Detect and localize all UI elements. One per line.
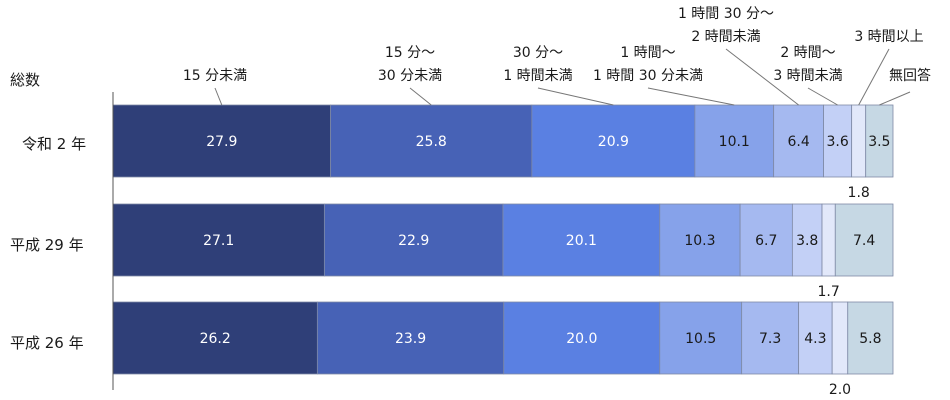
legend-label-s3-l0: 1 時間～: [620, 45, 675, 61]
value-label-r2-s0: 26.2: [200, 331, 231, 347]
value-label-r2-s6: 2.0: [829, 382, 851, 398]
value-label-r1-s5: 3.8: [796, 233, 818, 249]
legend-label-s2-l0: 30 分～: [513, 45, 563, 61]
legend-label-s4-l0: 1 時間 30 分～: [678, 6, 774, 22]
value-label-r1-s0: 27.1: [203, 233, 234, 249]
legend-leader-line-s3: [647, 87, 735, 106]
value-label-r1-s4: 6.7: [755, 233, 777, 249]
category-label-r0-l0: 総数: [10, 71, 40, 89]
value-label-r2-s7: 5.8: [859, 331, 881, 347]
value-label-r2-s4: 7.3: [759, 331, 781, 347]
bar-segment-r1-s1: [323, 203, 504, 277]
legend-layer: 15 分未満 15 分～ 30 分未満 30 分～ 1 時間未満 1 時間～ 1 時間 30…: [183, 6, 931, 106]
value-label-r2-s5: 4.3: [804, 331, 826, 347]
bar-segment-r2-s7: [847, 301, 894, 375]
bar-segment-r1-s2: [502, 203, 661, 277]
value-label-r1-s6: 1.7: [818, 284, 840, 300]
bar-segment-r1-s6: [821, 203, 836, 277]
bar-segment-r1-s5: [791, 203, 823, 277]
bar-segment-r0-s4: [773, 104, 824, 178]
value-label-r0-s0: 27.9: [206, 134, 237, 150]
category-label-r1-l0: 平成 29 年: [10, 236, 84, 254]
legend-leader-line-s6: [858, 48, 890, 106]
bar-segment-r0-s6: [851, 104, 867, 178]
bar-segment-r0-s0: [112, 104, 332, 178]
value-label-r0-s3: 10.1: [719, 134, 750, 150]
legend-leader-line-s5: [807, 87, 838, 106]
legend-label-s3-l1: 1 時間 30 分未満: [593, 68, 703, 84]
legend-leader-line-s4: [725, 48, 799, 106]
value-label-r2-s1: 23.9: [395, 331, 426, 347]
legend-leader-line-s2: [537, 87, 614, 106]
value-label-r1-s1: 22.9: [398, 233, 429, 249]
bar-segment-r1-s0: [112, 203, 325, 277]
value-label-r0-s7: 3.5: [868, 134, 890, 150]
value-label-r0-s5: 3.6: [826, 134, 848, 150]
legend-leader-line-s0: [214, 87, 223, 106]
value-label-r1-s7: 7.4: [853, 233, 875, 249]
bars-layer: [112, 104, 894, 375]
legend-label-s1-l0: 15 分～: [385, 45, 435, 61]
legend-label-s5-l0: 2 時間～: [780, 45, 835, 61]
bar-segment-r0-s5: [823, 104, 853, 178]
legend-label-s4-l1: 2 時間未満: [691, 29, 760, 45]
category-label-r0-l1: 令和 2 年: [22, 135, 86, 153]
legend-label-s2-l1: 1 時間未満: [503, 68, 572, 84]
legend-label-s7-l0: 無回答: [889, 67, 931, 84]
bar-segment-r2-s2: [503, 301, 661, 375]
value-label-r1-s2: 20.1: [566, 233, 597, 249]
legend-leader-line-s7: [879, 91, 911, 106]
legend-label-s0-l0: 15 分未満: [183, 68, 247, 84]
category-label-r2-l0: 平成 26 年: [10, 334, 84, 352]
legend-leader-line-s1: [409, 87, 432, 106]
bar-segment-r0-s3: [694, 104, 775, 178]
bar-segment-r2-s6: [831, 301, 849, 375]
bar-segment-r0-s1: [330, 104, 533, 178]
value-label-r0-s6: 1.8: [848, 185, 870, 201]
legend-label-s6-l0: 3 時間以上: [854, 29, 923, 45]
value-label-r0-s4: 6.4: [787, 134, 809, 150]
value-label-r2-s2: 20.0: [566, 331, 597, 347]
bar-segment-r1-s7: [834, 203, 894, 277]
value-labels-layer: 27.9 25.8 20.9 10.1 6.4 3.6 1.8 3.5 27.1 22.9 20.1…: [200, 134, 891, 398]
value-label-r0-s1: 25.8: [416, 134, 447, 150]
value-label-r0-s2: 20.9: [598, 134, 629, 150]
value-label-r1-s3: 10.3: [684, 233, 715, 249]
legend-label-s1-l1: 30 分未満: [378, 68, 442, 84]
bar-segment-r2-s3: [659, 301, 743, 375]
legend-label-s5-l1: 3 時間未満: [773, 68, 842, 84]
value-label-r2-s3: 10.5: [685, 331, 716, 347]
bar-segment-r1-s4: [739, 203, 793, 277]
bar-segment-r0-s7: [865, 104, 894, 178]
bar-segment-r1-s3: [659, 203, 741, 277]
